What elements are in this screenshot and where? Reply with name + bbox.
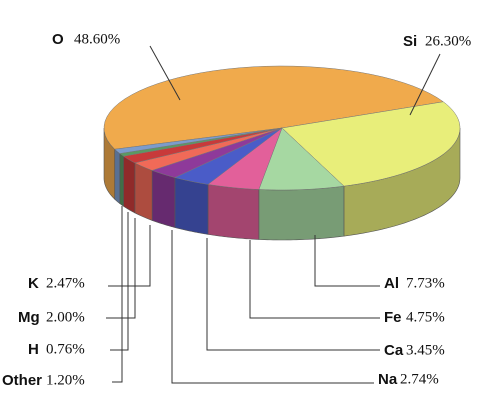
slice bbox=[258, 127, 345, 191]
slice-value-label: 4.75% bbox=[406, 309, 445, 325]
slice-value-label: 2.74% bbox=[400, 371, 439, 387]
slice-name: H bbox=[28, 341, 39, 358]
slice bbox=[151, 127, 283, 178]
slice-value-label: 7.73% bbox=[406, 275, 445, 291]
slice-value-label: 26.30% bbox=[425, 33, 471, 49]
slice-side bbox=[119, 152, 124, 207]
leader-line bbox=[249, 240, 380, 319]
slice-name: Ca bbox=[384, 342, 404, 359]
slice-value-label: 1.20% bbox=[46, 372, 85, 388]
leader-line bbox=[108, 225, 151, 287]
leader-line bbox=[409, 53, 441, 116]
slice bbox=[114, 127, 283, 154]
slice-name: Other bbox=[2, 372, 42, 389]
slice-name: Na bbox=[378, 371, 398, 388]
leader-line bbox=[206, 238, 380, 351]
slice bbox=[119, 127, 283, 157]
slice-name: Al bbox=[384, 275, 399, 292]
slice bbox=[174, 127, 283, 185]
slice-side bbox=[207, 184, 260, 240]
slice-side bbox=[258, 185, 345, 241]
leader-line bbox=[149, 45, 181, 101]
slice-name: Fe bbox=[384, 309, 402, 326]
leader-line bbox=[110, 212, 129, 351]
slice-name: Si bbox=[403, 33, 417, 50]
leader-line bbox=[314, 235, 380, 287]
slice-value-label: 2.47% bbox=[46, 275, 85, 291]
leader-line bbox=[106, 218, 136, 319]
slice bbox=[134, 127, 283, 171]
slice bbox=[122, 127, 283, 164]
slice-side bbox=[174, 177, 209, 235]
slice bbox=[103, 65, 444, 150]
slice bbox=[281, 101, 461, 187]
slice-side bbox=[114, 148, 121, 205]
slice-name: Mg bbox=[18, 309, 40, 326]
leader-line bbox=[112, 206, 123, 383]
slice-side bbox=[151, 169, 176, 228]
slice-side bbox=[123, 155, 136, 214]
slice-value-label: 0.76% bbox=[46, 341, 85, 357]
slice-name: O bbox=[52, 31, 64, 48]
slice bbox=[207, 127, 283, 190]
slice-name: K bbox=[28, 275, 39, 292]
slice-value-label: 3.45% bbox=[406, 342, 445, 358]
slice-side bbox=[134, 162, 153, 221]
slice-value-label: 48.60% bbox=[74, 31, 120, 47]
leader-line bbox=[171, 230, 374, 384]
slice-value-label: 2.00% bbox=[46, 309, 85, 325]
